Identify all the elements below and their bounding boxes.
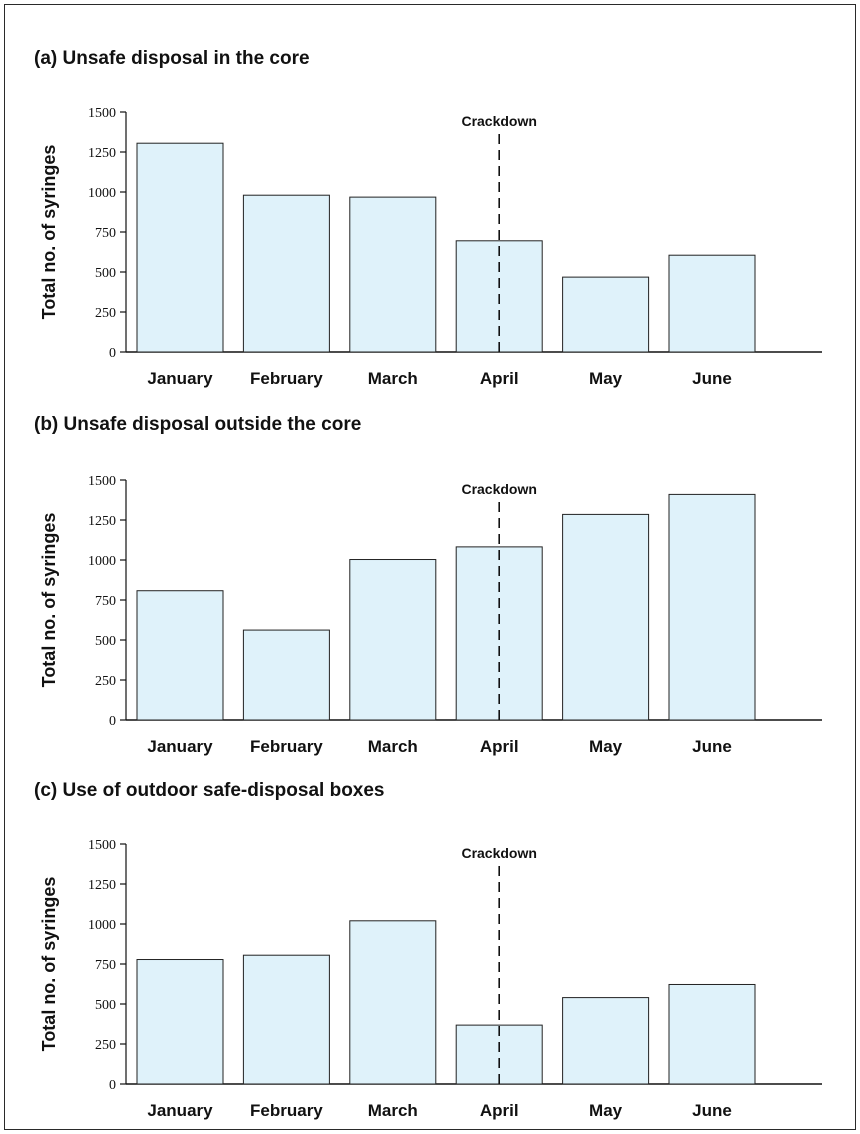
bar <box>349 559 437 721</box>
panel-title: (b) Unsafe disposal outside the core <box>34 414 362 435</box>
y-tick-label: 1500 <box>88 838 116 853</box>
x-tick-label: March <box>368 369 418 388</box>
y-tick-label: 1250 <box>88 146 116 161</box>
y-tick-label: 250 <box>95 306 116 321</box>
x-tick-label: April <box>480 369 519 388</box>
bar <box>562 513 650 721</box>
y-tick-label: 1000 <box>88 554 116 569</box>
y-tick-label: 1000 <box>88 918 116 933</box>
bar <box>349 196 437 353</box>
x-tick-label: March <box>368 1101 418 1120</box>
x-tick-label: February <box>250 1101 323 1120</box>
y-tick-label: 750 <box>95 594 116 609</box>
x-tick-label: June <box>692 737 732 756</box>
x-tick-label: January <box>147 737 213 756</box>
y-tick-label: 0 <box>109 1078 116 1093</box>
bar <box>136 142 224 353</box>
y-tick-label: 0 <box>109 714 116 729</box>
crackdown-label: Crackdown <box>461 113 536 129</box>
x-tick-label: March <box>368 737 418 756</box>
bar <box>562 276 650 353</box>
y-tick-label: 500 <box>95 998 116 1013</box>
x-tick-label: February <box>250 737 323 756</box>
y-tick-label: 0 <box>109 346 116 361</box>
chart-c: 0 250 500 750 1000 1250 1500 Total no. of syrin… <box>39 838 822 1120</box>
x-tick-label: June <box>692 369 732 388</box>
y-axis-label: Total no. of syringes <box>39 513 59 688</box>
chart-a: 0 250 500 750 1000 1250 1500 Total no. of syrin… <box>39 106 822 388</box>
x-tick-label: June <box>692 1101 732 1120</box>
y-tick-label: 750 <box>95 958 116 973</box>
bar <box>242 954 330 1085</box>
bar <box>242 629 330 721</box>
y-tick-label: 1000 <box>88 186 116 201</box>
y-tick-label: 1500 <box>88 474 116 489</box>
bar <box>242 194 330 353</box>
x-tick-label: January <box>147 1101 213 1120</box>
panel-title: (c) Use of outdoor safe-disposal boxes <box>34 780 385 801</box>
panel-title: (a) Unsafe disposal in the core <box>34 48 310 69</box>
x-tick-label: May <box>589 369 623 388</box>
y-tick-label: 500 <box>95 634 116 649</box>
x-tick-label: May <box>589 737 623 756</box>
y-tick-label: 750 <box>95 226 116 241</box>
x-tick-label: January <box>147 369 213 388</box>
bar <box>136 590 224 721</box>
y-tick-label: 250 <box>95 674 116 689</box>
y-axis-label: Total no. of syringes <box>39 145 59 320</box>
y-axis-label: Total no. of syringes <box>39 877 59 1052</box>
bar <box>668 493 756 721</box>
crackdown-label: Crackdown <box>461 481 536 497</box>
bar <box>668 254 756 353</box>
bar <box>136 959 224 1085</box>
x-tick-label: February <box>250 369 323 388</box>
x-tick-label: May <box>589 1101 623 1120</box>
x-tick-label: April <box>480 737 519 756</box>
chart-b: 0 250 500 750 1000 1250 1500 Total no. of syrin… <box>39 474 822 756</box>
y-tick-label: 500 <box>95 266 116 281</box>
y-tick-label: 1250 <box>88 514 116 529</box>
y-tick-label: 1250 <box>88 878 116 893</box>
y-tick-label: 1500 <box>88 106 116 121</box>
bar <box>349 920 437 1085</box>
y-tick-label: 250 <box>95 1038 116 1053</box>
bar <box>562 997 650 1085</box>
figure-frame <box>4 4 856 1130</box>
x-tick-label: April <box>480 1101 519 1120</box>
crackdown-label: Crackdown <box>461 845 536 861</box>
bar <box>668 983 756 1085</box>
